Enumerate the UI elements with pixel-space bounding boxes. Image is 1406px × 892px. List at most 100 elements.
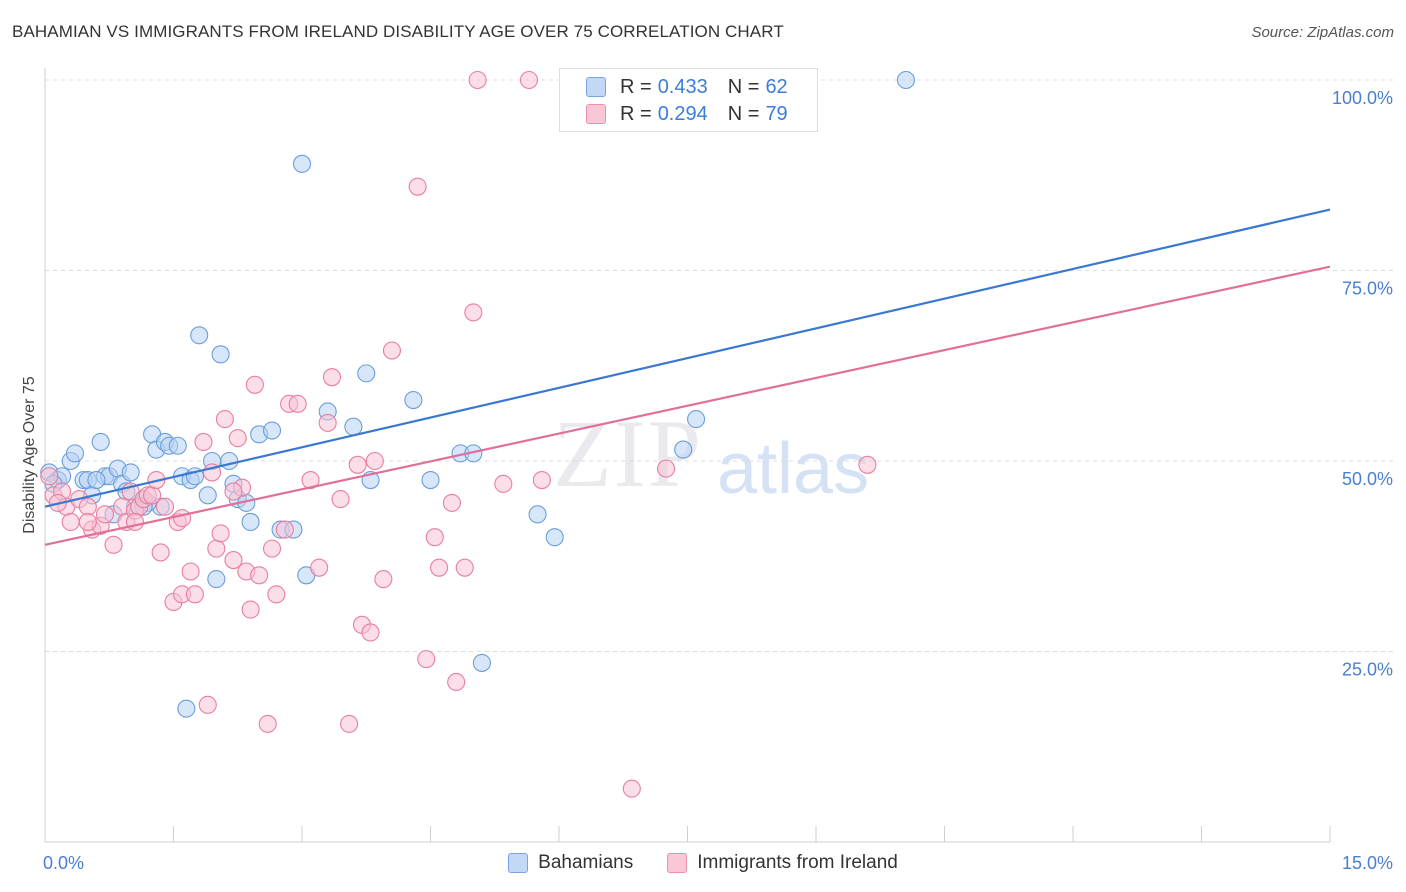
series-swatch-ireland [667, 853, 688, 873]
point-ireland [468, 70, 487, 90]
point-bahamians [344, 417, 363, 436]
point-bahamians [262, 421, 282, 440]
point-bahamians [896, 70, 916, 90]
point-ireland [425, 528, 444, 547]
point-ireland [224, 482, 243, 501]
point-ireland [61, 512, 80, 532]
legend-n-label: N = [727, 75, 760, 98]
point-ireland [155, 497, 174, 516]
point-ireland [348, 455, 367, 474]
point-ireland [173, 509, 192, 528]
point-ireland [657, 459, 676, 478]
point-ireland [442, 493, 461, 512]
point-bahamians [87, 470, 106, 490]
point-bahamians [241, 512, 260, 532]
legend-row-ireland: R = 0.294 N = 79 [586, 101, 788, 127]
series-legend: Bahamians Immigrants from Ireland [0, 852, 1406, 874]
point-ireland [224, 551, 243, 570]
point-bahamians [421, 470, 440, 490]
point-ireland [245, 375, 264, 394]
point-ireland [125, 512, 144, 532]
point-bahamians [211, 345, 230, 364]
point-ireland [104, 535, 123, 554]
chart-source: Source: ZipAtlas.com [1251, 24, 1394, 41]
point-bahamians [65, 444, 85, 463]
point-ireland [622, 779, 641, 798]
point-ireland [228, 429, 247, 448]
point-ireland [322, 368, 342, 387]
point-ireland [78, 512, 97, 532]
series-swatch-bahamians [508, 853, 529, 873]
point-bahamians [198, 486, 217, 505]
point-ireland [494, 474, 513, 493]
x-tick-label-min: 0.0% [43, 853, 84, 873]
point-ireland [532, 470, 551, 490]
point-ireland [151, 543, 170, 562]
legend-r-label: R = [620, 102, 652, 125]
point-ireland [198, 695, 217, 714]
point-ireland [207, 539, 226, 558]
axes [44, 68, 1331, 843]
point-ireland [417, 650, 436, 669]
trend-line-ireland [44, 265, 1331, 546]
point-ireland [447, 672, 466, 692]
point-ireland [185, 585, 204, 604]
point-bahamians [292, 154, 312, 173]
scatter-points [40, 70, 916, 798]
point-ireland [464, 303, 483, 322]
point-bahamians [91, 432, 110, 452]
point-ireland [430, 558, 449, 577]
point-ireland [40, 467, 59, 486]
y-tick-label: 25.0% [1342, 660, 1393, 680]
series-label-bahamians: Bahamians [538, 852, 634, 873]
point-ireland [181, 562, 200, 581]
point-ireland [519, 70, 539, 90]
point-ireland [340, 714, 359, 733]
watermark-atlas: atlas [717, 429, 870, 509]
legend-r-value: 0.433 [657, 75, 708, 98]
point-ireland [78, 497, 97, 516]
y-tick-label: 50.0% [1342, 469, 1393, 489]
y-tick-label: 75.0% [1342, 279, 1393, 299]
point-bahamians [545, 528, 564, 547]
point-bahamians [687, 410, 706, 429]
point-ireland [408, 177, 427, 196]
x-tick-label-max: 15.0% [1342, 853, 1393, 873]
axis-labels: 25.0% 50.0% 75.0% 100.0% 0.0% 15.0% Disability… [21, 88, 1393, 873]
y-tick-label: 100.0% [1332, 88, 1393, 108]
point-bahamians [220, 451, 239, 471]
point-ireland [301, 470, 320, 490]
trend-line-bahamians [44, 208, 1331, 508]
point-bahamians [472, 653, 491, 672]
point-ireland [374, 570, 393, 589]
series-legend-bahamians[interactable]: Bahamians [508, 852, 633, 874]
point-bahamians [357, 364, 376, 383]
point-ireland [365, 451, 384, 471]
point-ireland [267, 585, 286, 604]
point-bahamians [190, 326, 209, 345]
point-ireland [455, 558, 474, 577]
point-bahamians [177, 699, 196, 718]
point-ireland [288, 394, 307, 413]
correlation-legend: R = 0.433 N = 62 R = 0.294 N = 79 [559, 68, 818, 132]
point-ireland [262, 539, 282, 558]
series-legend-ireland[interactable]: Immigrants from Ireland [667, 852, 898, 874]
point-ireland [95, 505, 115, 524]
point-ireland [310, 558, 329, 577]
point-ireland [275, 520, 294, 539]
point-bahamians [207, 570, 226, 589]
point-bahamians [168, 436, 187, 455]
legend-n-value: 79 [765, 102, 788, 125]
legend-r-label: R = [620, 75, 652, 98]
point-ireland [215, 410, 234, 429]
point-ireland [194, 432, 213, 452]
series-label-ireland: Immigrants from Ireland [697, 852, 898, 873]
point-ireland [318, 413, 337, 432]
point-ireland [258, 714, 277, 733]
point-bahamians [404, 390, 423, 410]
legend-n-label: N = [727, 102, 760, 125]
legend-r-value: 0.294 [657, 102, 708, 125]
chart-title: BAHAMIAN VS IMMIGRANTS FROM IRELAND DISA… [12, 22, 784, 41]
legend-row-bahamians: R = 0.433 N = 62 [586, 74, 788, 100]
point-ireland [331, 490, 350, 509]
